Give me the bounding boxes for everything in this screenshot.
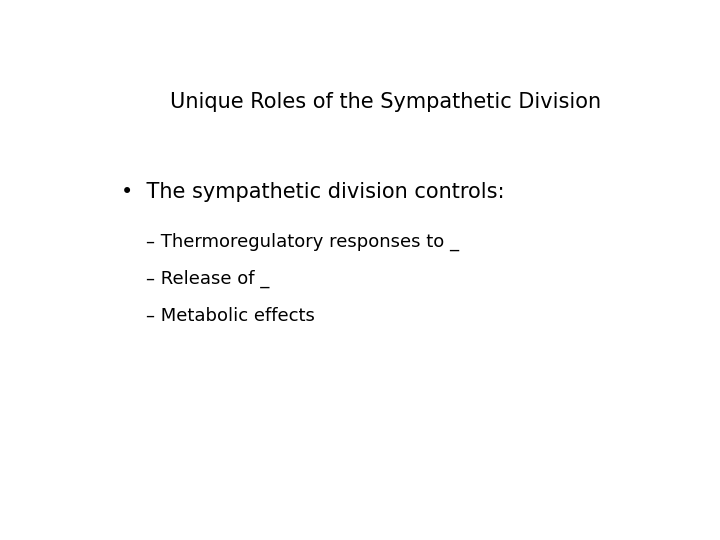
- Text: •  The sympathetic division controls:: • The sympathetic division controls:: [121, 181, 504, 201]
- Text: – Release of _: – Release of _: [145, 270, 269, 288]
- Text: – Thermoregulatory responses to _: – Thermoregulatory responses to _: [145, 232, 459, 251]
- Text: Unique Roles of the Sympathetic Division: Unique Roles of the Sympathetic Division: [170, 92, 601, 112]
- Text: – Metabolic effects: – Metabolic effects: [145, 307, 315, 326]
